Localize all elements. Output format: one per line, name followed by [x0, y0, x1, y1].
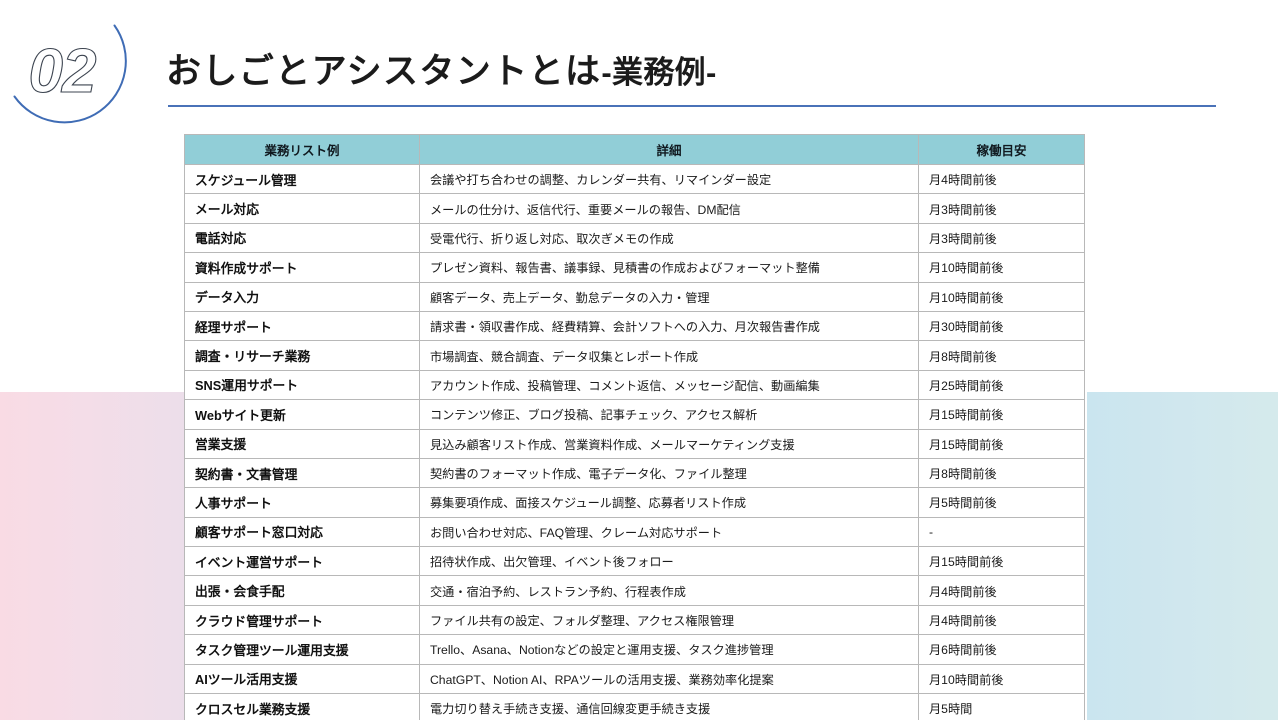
- decorative-block-blue: [1087, 392, 1278, 720]
- section-number-text: 02: [29, 37, 96, 106]
- cell-task-name: 電話対応: [184, 222, 420, 254]
- table-row: データ入力 顧客データ、売上データ、勤怠データの入力・管理 月10時間前後: [184, 281, 1085, 312]
- page-title-sub: -業務例-: [601, 55, 717, 90]
- cell-task-detail: 請求書・領収書作成、経費精算、会計ソフトへの入力、月次報告書作成: [419, 310, 919, 342]
- table-row: SNS運用サポート アカウント作成、投稿管理、コメント返信、メッセージ配信、動画編…: [184, 369, 1085, 401]
- column-header-detail: 詳細: [419, 134, 919, 165]
- cell-task-detail: アカウント作成、投稿管理、コメント返信、メッセージ配信、動画編集: [419, 369, 919, 401]
- cell-task-detail: ファイル共有の設定、フォルダ整理、アクセス権限管理: [419, 604, 919, 636]
- cell-task-hours: 月5時間: [918, 693, 1085, 720]
- section-circle-icon: 02: [13, 24, 127, 124]
- table-row: 出張・会食手配 交通・宿泊予約、レストラン予約、行程表作成 月4時間前後: [184, 575, 1085, 606]
- cell-task-name: 調査・リサーチ業務: [184, 340, 420, 371]
- cell-task-name: クロスセル業務支援: [184, 693, 420, 720]
- column-header-hours: 稼働目安: [918, 134, 1085, 165]
- cell-task-name: 契約書・文書管理: [184, 457, 420, 489]
- cell-task-hours: 月10時間前後: [918, 252, 1085, 283]
- cell-task-hours: 月3時間前後: [918, 222, 1085, 254]
- table-row: 資料作成サポート プレゼン資料、報告書、議事録、見積書の作成およびフォーマット整備…: [184, 252, 1085, 283]
- cell-task-hours: 月4時間前後: [918, 604, 1085, 636]
- task-table: 業務リスト例 詳細 稼働目安 スケジュール管理 会議や打ち合わせの調整、カレンダー…: [184, 134, 1085, 720]
- table-header: 業務リスト例 詳細 稼働目安: [184, 134, 1085, 165]
- cell-task-hours: 月6時間前後: [918, 634, 1085, 665]
- cell-task-detail: 市場調査、競合調査、データ収集とレポート作成: [419, 340, 919, 371]
- table-row: メール対応 メールの仕分け、返信代行、重要メールの報告、DM配信 月3時間前後: [184, 193, 1085, 224]
- cell-task-detail: プレゼン資料、報告書、議事録、見積書の作成およびフォーマット整備: [419, 252, 919, 283]
- cell-task-name: 営業支援: [184, 428, 420, 459]
- cell-task-hours: 月10時間前後: [918, 281, 1085, 312]
- table-row: 人事サポート 募集要項作成、面接スケジュール調整、応募者リスト作成 月5時間前後: [184, 487, 1085, 518]
- table-row: クラウド管理サポート ファイル共有の設定、フォルダ整理、アクセス権限管理 月4時間前…: [184, 604, 1085, 636]
- cell-task-name: 顧客サポート窓口対応: [184, 516, 420, 548]
- page-title: おしごとアシスタントとは-業務例-: [166, 50, 717, 94]
- cell-task-detail: 見込み顧客リスト作成、営業資料作成、メールマーケティング支援: [419, 428, 919, 459]
- table-row: Webサイト更新 コンテンツ修正、ブログ投稿、記事チェック、アクセス解析 月15時間…: [184, 399, 1085, 430]
- table-body: スケジュール管理 会議や打ち合わせの調整、カレンダー共有、リマインダー設定 月4時間…: [184, 163, 1085, 720]
- cell-task-name: クラウド管理サポート: [184, 604, 420, 636]
- column-header-task-name: 業務リスト例: [184, 134, 420, 165]
- cell-task-name: SNS運用サポート: [184, 369, 420, 401]
- cell-task-hours: -: [918, 516, 1085, 548]
- cell-task-name: AIツール活用支援: [184, 663, 420, 695]
- cell-task-name: メール対応: [184, 193, 420, 224]
- table-row: タスク管理ツール運用支援 Trello、Asana、Notionなどの設定と運用支…: [184, 634, 1085, 665]
- cell-task-detail: 会議や打ち合わせの調整、カレンダー共有、リマインダー設定: [419, 163, 919, 195]
- cell-task-detail: お問い合わせ対応、FAQ管理、クレーム対応サポート: [419, 516, 919, 548]
- table-row: 営業支援 見込み顧客リスト作成、営業資料作成、メールマーケティング支援 月15時間前…: [184, 428, 1085, 459]
- cell-task-hours: 月15時間前後: [918, 399, 1085, 430]
- cell-task-detail: 募集要項作成、面接スケジュール調整、応募者リスト作成: [419, 487, 919, 518]
- cell-task-detail: 顧客データ、売上データ、勤怠データの入力・管理: [419, 281, 919, 312]
- table-row: クロスセル業務支援 電力切り替え手続き支援、通信回線変更手続き支援 月5時間: [184, 693, 1085, 720]
- cell-task-hours: 月4時間前後: [918, 575, 1085, 606]
- cell-task-detail: 交通・宿泊予約、レストラン予約、行程表作成: [419, 575, 919, 606]
- cell-task-hours: 月3時間前後: [918, 193, 1085, 224]
- cell-task-detail: 受電代行、折り返し対応、取次ぎメモの作成: [419, 222, 919, 254]
- section-number-badge: 02: [0, 0, 150, 142]
- cell-task-name: スケジュール管理: [184, 163, 420, 195]
- cell-task-name: 人事サポート: [184, 487, 420, 518]
- table-row: AIツール活用支援 ChatGPT、Notion AI、RPAツールの活用支援、業…: [184, 663, 1085, 695]
- cell-task-name: データ入力: [184, 281, 420, 312]
- table-row: 経理サポート 請求書・領収書作成、経費精算、会計ソフトへの入力、月次報告書作成 月3…: [184, 310, 1085, 342]
- cell-task-name: 資料作成サポート: [184, 252, 420, 283]
- cell-task-hours: 月8時間前後: [918, 457, 1085, 489]
- cell-task-hours: 月25時間前後: [918, 369, 1085, 401]
- cell-task-hours: 月8時間前後: [918, 340, 1085, 371]
- cell-task-name: Webサイト更新: [184, 399, 420, 430]
- decorative-block-pink: [0, 392, 188, 720]
- table-header-row: 業務リスト例 詳細 稼働目安: [184, 134, 1085, 165]
- table-row: 契約書・文書管理 契約書のフォーマット作成、電子データ化、ファイル整理 月8時間前後: [184, 457, 1085, 489]
- cell-task-hours: 月15時間前後: [918, 546, 1085, 577]
- table-row: 調査・リサーチ業務 市場調査、競合調査、データ収集とレポート作成 月8時間前後: [184, 340, 1085, 371]
- cell-task-name: 出張・会食手配: [184, 575, 420, 606]
- cell-task-hours: 月4時間前後: [918, 163, 1085, 195]
- cell-task-detail: 契約書のフォーマット作成、電子データ化、ファイル整理: [419, 457, 919, 489]
- cell-task-detail: メールの仕分け、返信代行、重要メールの報告、DM配信: [419, 193, 919, 224]
- task-table-container: 業務リスト例 詳細 稼働目安 スケジュール管理 会議や打ち合わせの調整、カレンダー…: [184, 134, 1085, 720]
- cell-task-detail: ChatGPT、Notion AI、RPAツールの活用支援、業務効率化提案: [419, 663, 919, 695]
- cell-task-hours: 月5時間前後: [918, 487, 1085, 518]
- cell-task-detail: 電力切り替え手続き支援、通信回線変更手続き支援: [419, 693, 919, 720]
- cell-task-name: イベント運営サポート: [184, 546, 420, 577]
- cell-task-hours: 月30時間前後: [918, 310, 1085, 342]
- table-row: 顧客サポート窓口対応 お問い合わせ対応、FAQ管理、クレーム対応サポート -: [184, 516, 1085, 548]
- cell-task-hours: 月15時間前後: [918, 428, 1085, 459]
- cell-task-detail: コンテンツ修正、ブログ投稿、記事チェック、アクセス解析: [419, 399, 919, 430]
- cell-task-detail: Trello、Asana、Notionなどの設定と運用支援、タスク進捗管理: [419, 634, 919, 665]
- table-row: イベント運営サポート 招待状作成、出欠管理、イベント後フォロー 月15時間前後: [184, 546, 1085, 577]
- cell-task-name: 経理サポート: [184, 310, 420, 342]
- title-underline-rule: [168, 105, 1216, 107]
- cell-task-hours: 月10時間前後: [918, 663, 1085, 695]
- page-title-main: おしごとアシスタントとは: [166, 52, 602, 91]
- table-row: スケジュール管理 会議や打ち合わせの調整、カレンダー共有、リマインダー設定 月4時間…: [184, 163, 1085, 195]
- cell-task-detail: 招待状作成、出欠管理、イベント後フォロー: [419, 546, 919, 577]
- cell-task-name: タスク管理ツール運用支援: [184, 634, 420, 665]
- table-row: 電話対応 受電代行、折り返し対応、取次ぎメモの作成 月3時間前後: [184, 222, 1085, 254]
